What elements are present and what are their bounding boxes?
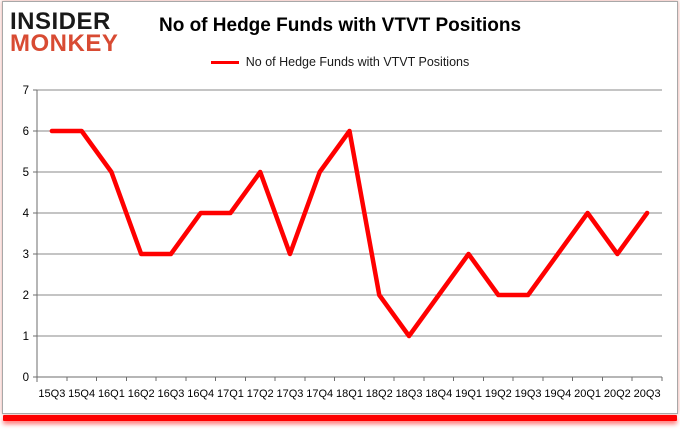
- x-tick-label: 18Q3: [396, 388, 423, 400]
- x-tick-label: 16Q4: [187, 388, 214, 400]
- x-tick-label: 19Q2: [485, 388, 512, 400]
- x-tick-label: 16Q2: [128, 388, 155, 400]
- x-tick-label: 19Q3: [515, 388, 542, 400]
- x-tick-label: 18Q1: [336, 388, 363, 400]
- series-line: [49, 128, 650, 339]
- y-tick-label: 2: [23, 290, 29, 302]
- tick-marks: [33, 89, 663, 381]
- x-tick-label: 20Q2: [604, 388, 631, 400]
- x-tick-label: 16Q3: [157, 388, 184, 400]
- x-tick-label: 18Q2: [366, 388, 393, 400]
- legend-label: No of Hedge Funds with VTVT Positions: [245, 55, 470, 69]
- y-tick-label: 6: [23, 126, 29, 138]
- y-tick-label: 0: [23, 372, 29, 384]
- x-tick-label: 19Q4: [544, 388, 571, 400]
- x-tick-label: 15Q4: [68, 388, 95, 400]
- x-tick-label: 20Q1: [574, 388, 601, 400]
- x-tick-label: 20Q3: [634, 388, 661, 400]
- x-tick-label: 16Q1: [98, 388, 125, 400]
- x-axis-labels: 15Q3 15Q4 16Q1 16Q2 16Q3 16Q4 17Q1 17Q2 17Q3 17Q4…: [38, 388, 660, 400]
- bottom-accent-bar: [3, 415, 677, 421]
- x-tick-label: 18Q4: [425, 388, 452, 400]
- y-tick-label: 7: [23, 85, 29, 97]
- y-tick-label: 3: [23, 249, 29, 261]
- x-tick-label: 17Q4: [306, 388, 333, 400]
- legend-line-swatch: [210, 60, 239, 64]
- insider-monkey-logo: INSIDER MONKEY: [10, 7, 119, 58]
- chart-card: [2, 1, 678, 414]
- axes: [36, 90, 662, 382]
- x-tick-label: 15Q3: [38, 388, 65, 400]
- y-tick-label: 5: [23, 167, 29, 179]
- x-tick-label: 17Q2: [247, 388, 274, 400]
- x-tick-label: 17Q1: [217, 388, 244, 400]
- x-tick-label: 19Q1: [455, 388, 482, 400]
- logo-insider-text: INSIDER: [10, 7, 111, 36]
- y-tick-label: 1: [23, 331, 29, 343]
- logo-monkey-text: MONKEY: [10, 29, 119, 58]
- y-axis-labels: 0 1 2 3 4 5 6 7: [23, 85, 30, 384]
- chart-legend: No of Hedge Funds with VTVT Positions: [0, 55, 680, 69]
- chart-title: No of Hedge Funds with VTVT Positions: [158, 15, 522, 36]
- x-tick-label: 17Q3: [277, 388, 304, 400]
- gridlines: [37, 89, 662, 337]
- y-tick-label: 4: [23, 208, 30, 220]
